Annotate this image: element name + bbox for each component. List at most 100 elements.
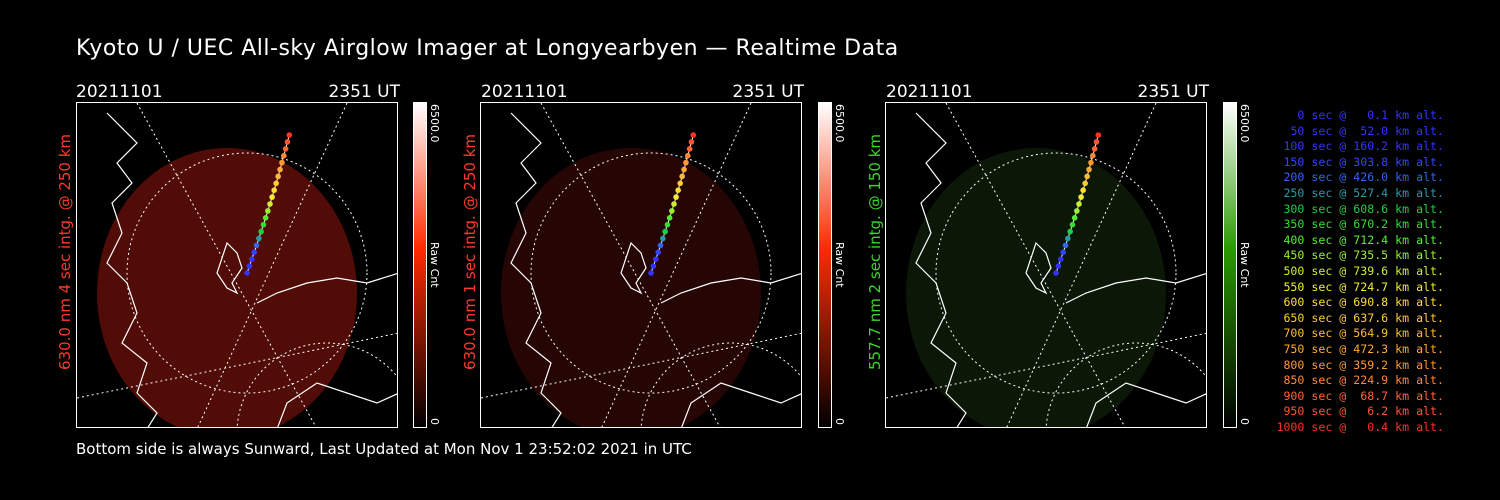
trajectory-legend: 0 sec @ 0.1 km alt. 50 sec @ 52.0 km alt.… bbox=[1262, 108, 1444, 435]
trajectory-point bbox=[248, 256, 255, 262]
trajectory-point bbox=[669, 208, 675, 214]
trajectory-point bbox=[277, 166, 283, 173]
legend-row: 900 sec @ 68.7 km alt. bbox=[1283, 388, 1444, 403]
trajectory-point bbox=[666, 215, 673, 221]
panel-2-cbar-max: 6500.0 bbox=[833, 104, 846, 143]
trajectory-point bbox=[1055, 263, 1062, 269]
trajectory-point bbox=[267, 201, 273, 207]
page-title: Kyoto U / UEC All-sky Airglow Imager at … bbox=[76, 36, 899, 61]
trajectory-point bbox=[1076, 201, 1082, 207]
trajectory-point bbox=[260, 221, 267, 228]
trajectory-point bbox=[1065, 235, 1071, 242]
legend-row: 950 sec @ 6.2 km alt. bbox=[1283, 404, 1444, 419]
panel-3-image[interactable] bbox=[885, 102, 1207, 428]
trajectory-point bbox=[1088, 159, 1094, 166]
legend-row: 600 sec @ 690.8 km alt. bbox=[1283, 295, 1444, 310]
legend-row: 200 sec @ 426.0 km alt. bbox=[1283, 170, 1444, 185]
trajectory-point bbox=[1095, 132, 1102, 138]
panel-2-date: 20211101 bbox=[481, 82, 568, 102]
trajectory-point bbox=[681, 166, 687, 173]
panel-1-date: 20211101 bbox=[76, 82, 163, 102]
footer-status: Bottom side is always Sunward, Last Upda… bbox=[76, 440, 692, 458]
legend-row: 650 sec @ 637.6 km alt. bbox=[1283, 310, 1444, 325]
panel-2-cbar-min: 0 bbox=[833, 418, 846, 425]
trajectory-point bbox=[1086, 166, 1092, 173]
trajectory-point bbox=[251, 249, 257, 256]
legend-row: 300 sec @ 608.6 km alt. bbox=[1283, 201, 1444, 216]
trajectory-point bbox=[269, 194, 275, 200]
legend-row: 500 sec @ 739.6 km alt. bbox=[1283, 263, 1444, 278]
panel-1-colorbar bbox=[413, 102, 427, 428]
legend-row: 750 sec @ 472.3 km alt. bbox=[1283, 341, 1444, 356]
trajectory-point bbox=[660, 235, 666, 242]
trajectory-point bbox=[1057, 256, 1064, 262]
legend-row: 700 sec @ 564.9 km alt. bbox=[1283, 326, 1444, 341]
panel-3-map bbox=[886, 103, 1206, 427]
trajectory-point bbox=[253, 242, 260, 249]
panel-1-map bbox=[77, 103, 397, 427]
panel-2-cbar-unit: Raw Cnt bbox=[833, 242, 846, 288]
panel-3-colorbar bbox=[1223, 102, 1237, 428]
panel-3-cbar-max: 6500.0 bbox=[1238, 104, 1251, 143]
trajectory-point bbox=[271, 187, 277, 193]
trajectory-point bbox=[279, 159, 285, 166]
trajectory-point bbox=[244, 270, 250, 276]
legend-row: 150 sec @ 303.8 km alt. bbox=[1283, 154, 1444, 169]
trajectory-point bbox=[662, 228, 668, 235]
panel-2-image[interactable] bbox=[480, 102, 802, 428]
legend-row: 450 sec @ 735.5 km alt. bbox=[1283, 248, 1444, 263]
panel-1-image[interactable] bbox=[76, 102, 398, 428]
trajectory-point bbox=[275, 173, 281, 180]
trajectory-point bbox=[281, 152, 287, 159]
trajectory-point bbox=[648, 270, 654, 276]
trajectory-point bbox=[284, 139, 291, 145]
panel-2-time: 2351 UT bbox=[732, 82, 805, 102]
trajectory-point bbox=[690, 132, 697, 138]
panel-3-side-label: 557.7 nm 2 sec intg. @ 150 km bbox=[866, 133, 884, 370]
trajectory-point bbox=[1080, 187, 1086, 193]
panel-1-cbar-min: 0 bbox=[428, 418, 441, 425]
trajectory-point bbox=[679, 173, 685, 180]
trajectory-point bbox=[1071, 215, 1078, 221]
trajectory-point bbox=[677, 180, 683, 187]
trajectory-point bbox=[657, 242, 664, 249]
legend-row: 400 sec @ 712.4 km alt. bbox=[1283, 232, 1444, 247]
trajectory-point bbox=[1082, 180, 1088, 187]
panel-3-date: 20211101 bbox=[886, 82, 973, 102]
panel-1-cbar-max: 6500.0 bbox=[428, 104, 441, 143]
legend-row: 850 sec @ 224.9 km alt. bbox=[1283, 373, 1444, 388]
trajectory-point bbox=[1062, 242, 1069, 249]
trajectory-point bbox=[1074, 208, 1080, 214]
trajectory-point bbox=[1069, 221, 1076, 228]
trajectory-point bbox=[262, 215, 269, 221]
panel-3-cbar-unit: Raw Cnt bbox=[1238, 242, 1251, 288]
legend-row: 350 sec @ 670.2 km alt. bbox=[1283, 217, 1444, 232]
trajectory-point bbox=[286, 132, 293, 138]
panel-1-side-label: 630.0 nm 4 sec intg. @ 250 km bbox=[56, 133, 74, 370]
trajectory-point bbox=[256, 235, 262, 242]
trajectory-point bbox=[1091, 146, 1098, 152]
trajectory-point bbox=[673, 194, 679, 200]
trajectory-point bbox=[1090, 152, 1096, 159]
trajectory-point bbox=[685, 152, 691, 159]
legend-row: 250 sec @ 527.4 km alt. bbox=[1283, 185, 1444, 200]
legend-row: 1000 sec @ 0.4 km alt. bbox=[1276, 419, 1444, 434]
trajectory-point bbox=[688, 139, 695, 145]
trajectory-point bbox=[258, 228, 264, 235]
trajectory-point bbox=[671, 201, 677, 207]
trajectory-point bbox=[265, 208, 271, 214]
trajectory-point bbox=[282, 146, 289, 152]
panel-1-cbar-unit: Raw Cnt bbox=[428, 242, 441, 288]
legend-row: 50 sec @ 52.0 km alt. bbox=[1290, 123, 1444, 138]
trajectory-point bbox=[650, 263, 657, 269]
panel-3-time: 2351 UT bbox=[1137, 82, 1210, 102]
trajectory-point bbox=[655, 249, 661, 256]
trajectory-point bbox=[1053, 270, 1059, 276]
legend-row: 0 sec @ 0.1 km alt. bbox=[1297, 108, 1444, 122]
trajectory-point bbox=[664, 221, 671, 228]
trajectory-point bbox=[1060, 249, 1066, 256]
trajectory-point bbox=[1078, 194, 1084, 200]
trajectory-point bbox=[683, 159, 689, 166]
panel-2-side-label: 630.0 nm 1 sec intg. @ 250 km bbox=[461, 133, 479, 370]
trajectory-point bbox=[652, 256, 659, 262]
